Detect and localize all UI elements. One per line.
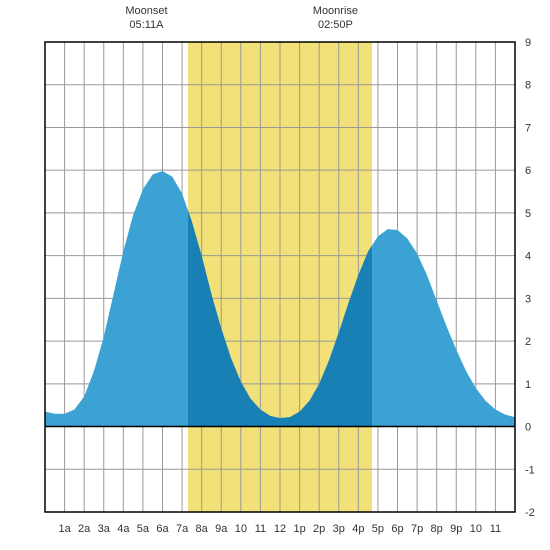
x-tick-label: 7p: [411, 523, 423, 535]
x-tick-label: 7a: [176, 523, 189, 535]
chart-svg: -2-101234567891a2a3a4a5a6a7a8a9a1011121p…: [0, 0, 550, 550]
x-tick-label: 4a: [117, 523, 130, 535]
moonset-label: Moonset: [125, 5, 167, 17]
x-tick-label: 10: [235, 523, 247, 535]
x-tick-label: 5a: [137, 523, 150, 535]
x-tick-label: 1p: [293, 523, 305, 535]
x-tick-label: 4p: [352, 523, 364, 535]
x-tick-label: 6p: [391, 523, 403, 535]
moonrise-label: Moonrise: [313, 5, 358, 17]
y-tick-label: 5: [525, 208, 531, 220]
moonrise-time: 02:50P: [318, 19, 353, 31]
x-tick-label: 3a: [98, 523, 111, 535]
x-tick-label: 1a: [58, 523, 71, 535]
y-tick-label: 6: [525, 165, 531, 177]
y-tick-label: -2: [525, 507, 535, 519]
y-tick-label: 0: [525, 422, 531, 434]
x-tick-label: 8a: [196, 523, 209, 535]
y-tick-label: 9: [525, 37, 531, 49]
tide-chart: -2-101234567891a2a3a4a5a6a7a8a9a1011121p…: [0, 0, 550, 550]
x-tick-label: 10: [470, 523, 482, 535]
x-tick-label: 11: [490, 523, 501, 535]
x-tick-label: 12: [274, 523, 286, 535]
x-tick-label: 8p: [431, 523, 443, 535]
moonset-time: 05:11A: [129, 19, 164, 31]
x-tick-label: 9a: [215, 523, 228, 535]
y-tick-label: 8: [525, 80, 531, 92]
y-tick-label: 4: [525, 251, 531, 263]
x-tick-label: 11: [255, 523, 266, 535]
y-tick-label: 1: [525, 379, 531, 391]
x-tick-label: 2p: [313, 523, 325, 535]
x-tick-label: 6a: [156, 523, 169, 535]
y-tick-label: 2: [525, 336, 531, 348]
y-tick-label: -1: [525, 464, 535, 476]
x-tick-label: 3p: [333, 523, 345, 535]
y-tick-label: 7: [525, 122, 531, 134]
x-tick-label: 2a: [78, 523, 91, 535]
y-tick-label: 3: [525, 293, 531, 305]
x-tick-label: 5p: [372, 523, 384, 535]
x-tick-label: 9p: [450, 523, 462, 535]
